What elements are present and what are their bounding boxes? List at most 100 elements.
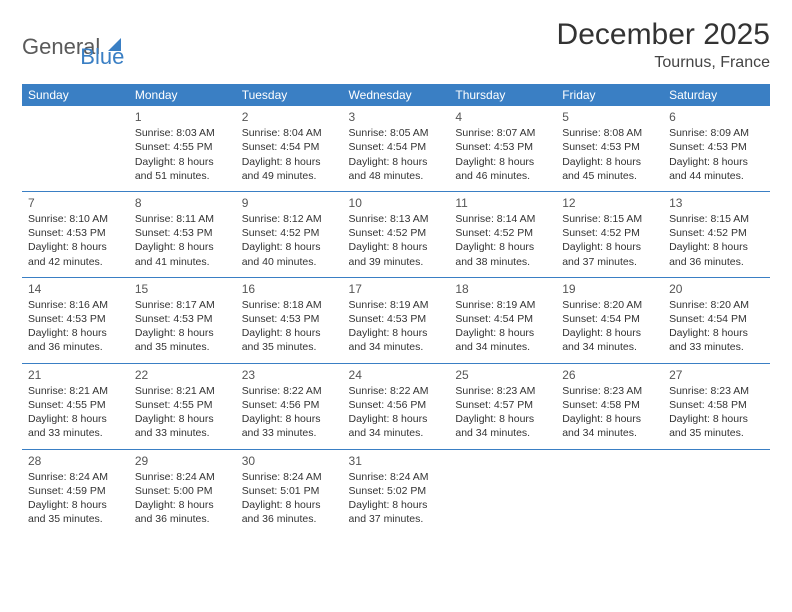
daylight-text: Daylight: 8 hours and 34 minutes. <box>455 326 550 354</box>
sunset-text: Sunset: 4:58 PM <box>669 398 764 412</box>
sunrise-text: Sunrise: 8:23 AM <box>455 384 550 398</box>
daylight-text: Daylight: 8 hours and 44 minutes. <box>669 155 764 183</box>
sunrise-text: Sunrise: 8:23 AM <box>669 384 764 398</box>
weekday-header: Friday <box>556 84 663 106</box>
day-number: 13 <box>669 195 764 211</box>
sunset-text: Sunset: 4:54 PM <box>455 312 550 326</box>
calendar-cell: 23Sunrise: 8:22 AMSunset: 4:56 PMDayligh… <box>236 363 343 449</box>
calendar-cell: 10Sunrise: 8:13 AMSunset: 4:52 PMDayligh… <box>343 191 450 277</box>
logo: General Blue <box>22 24 124 70</box>
day-number: 20 <box>669 281 764 297</box>
calendar-cell: 24Sunrise: 8:22 AMSunset: 4:56 PMDayligh… <box>343 363 450 449</box>
calendar-row: 21Sunrise: 8:21 AMSunset: 4:55 PMDayligh… <box>22 363 770 449</box>
daylight-text: Daylight: 8 hours and 41 minutes. <box>135 240 230 268</box>
sunrise-text: Sunrise: 8:14 AM <box>455 212 550 226</box>
daylight-text: Daylight: 8 hours and 46 minutes. <box>455 155 550 183</box>
daylight-text: Daylight: 8 hours and 51 minutes. <box>135 155 230 183</box>
calendar-cell: 3Sunrise: 8:05 AMSunset: 4:54 PMDaylight… <box>343 106 450 191</box>
day-number: 6 <box>669 109 764 125</box>
logo-text-blue: Blue <box>80 44 124 70</box>
day-number: 17 <box>349 281 444 297</box>
calendar-cell: 1Sunrise: 8:03 AMSunset: 4:55 PMDaylight… <box>129 106 236 191</box>
day-number: 27 <box>669 367 764 383</box>
sunset-text: Sunset: 4:53 PM <box>669 140 764 154</box>
day-number: 3 <box>349 109 444 125</box>
sunset-text: Sunset: 4:55 PM <box>135 140 230 154</box>
day-number: 14 <box>28 281 123 297</box>
sunset-text: Sunset: 4:52 PM <box>349 226 444 240</box>
calendar-cell: 7Sunrise: 8:10 AMSunset: 4:53 PMDaylight… <box>22 191 129 277</box>
sunrise-text: Sunrise: 8:20 AM <box>669 298 764 312</box>
sunset-text: Sunset: 4:55 PM <box>135 398 230 412</box>
day-number: 29 <box>135 453 230 469</box>
calendar-cell: 13Sunrise: 8:15 AMSunset: 4:52 PMDayligh… <box>663 191 770 277</box>
calendar-cell: 14Sunrise: 8:16 AMSunset: 4:53 PMDayligh… <box>22 277 129 363</box>
sunset-text: Sunset: 4:54 PM <box>562 312 657 326</box>
sunrise-text: Sunrise: 8:24 AM <box>242 470 337 484</box>
daylight-text: Daylight: 8 hours and 45 minutes. <box>562 155 657 183</box>
calendar-cell: 20Sunrise: 8:20 AMSunset: 4:54 PMDayligh… <box>663 277 770 363</box>
sunset-text: Sunset: 4:53 PM <box>455 140 550 154</box>
calendar-head: SundayMondayTuesdayWednesdayThursdayFrid… <box>22 84 770 106</box>
title-block: December 2025 Tournus, France <box>557 18 770 72</box>
sunset-text: Sunset: 4:57 PM <box>455 398 550 412</box>
sunset-text: Sunset: 4:53 PM <box>242 312 337 326</box>
location-label: Tournus, France <box>557 54 770 72</box>
weekday-header: Tuesday <box>236 84 343 106</box>
calendar-row: 7Sunrise: 8:10 AMSunset: 4:53 PMDaylight… <box>22 191 770 277</box>
daylight-text: Daylight: 8 hours and 42 minutes. <box>28 240 123 268</box>
day-number: 28 <box>28 453 123 469</box>
calendar-cell: 6Sunrise: 8:09 AMSunset: 4:53 PMDaylight… <box>663 106 770 191</box>
daylight-text: Daylight: 8 hours and 36 minutes. <box>242 498 337 526</box>
sunrise-text: Sunrise: 8:13 AM <box>349 212 444 226</box>
daylight-text: Daylight: 8 hours and 37 minutes. <box>349 498 444 526</box>
calendar-cell: 15Sunrise: 8:17 AMSunset: 4:53 PMDayligh… <box>129 277 236 363</box>
daylight-text: Daylight: 8 hours and 34 minutes. <box>349 412 444 440</box>
sunset-text: Sunset: 4:52 PM <box>455 226 550 240</box>
daylight-text: Daylight: 8 hours and 38 minutes. <box>455 240 550 268</box>
weekday-header: Saturday <box>663 84 770 106</box>
calendar-row: 1Sunrise: 8:03 AMSunset: 4:55 PMDaylight… <box>22 106 770 191</box>
sunset-text: Sunset: 4:55 PM <box>28 398 123 412</box>
sunrise-text: Sunrise: 8:23 AM <box>562 384 657 398</box>
sunset-text: Sunset: 4:54 PM <box>349 140 444 154</box>
sunset-text: Sunset: 5:00 PM <box>135 484 230 498</box>
day-number: 31 <box>349 453 444 469</box>
sunset-text: Sunset: 4:54 PM <box>242 140 337 154</box>
daylight-text: Daylight: 8 hours and 39 minutes. <box>349 240 444 268</box>
daylight-text: Daylight: 8 hours and 34 minutes. <box>349 326 444 354</box>
weekday-header: Wednesday <box>343 84 450 106</box>
sunrise-text: Sunrise: 8:22 AM <box>242 384 337 398</box>
daylight-text: Daylight: 8 hours and 34 minutes. <box>562 326 657 354</box>
daylight-text: Daylight: 8 hours and 40 minutes. <box>242 240 337 268</box>
day-number: 12 <box>562 195 657 211</box>
day-number: 16 <box>242 281 337 297</box>
calendar-cell-empty <box>22 106 129 191</box>
daylight-text: Daylight: 8 hours and 34 minutes. <box>455 412 550 440</box>
calendar-cell: 25Sunrise: 8:23 AMSunset: 4:57 PMDayligh… <box>449 363 556 449</box>
daylight-text: Daylight: 8 hours and 33 minutes. <box>28 412 123 440</box>
day-number: 30 <box>242 453 337 469</box>
sunrise-text: Sunrise: 8:17 AM <box>135 298 230 312</box>
sunrise-text: Sunrise: 8:05 AM <box>349 126 444 140</box>
sunrise-text: Sunrise: 8:21 AM <box>135 384 230 398</box>
daylight-text: Daylight: 8 hours and 35 minutes. <box>135 326 230 354</box>
weekday-header: Sunday <box>22 84 129 106</box>
daylight-text: Daylight: 8 hours and 36 minutes. <box>135 498 230 526</box>
sunrise-text: Sunrise: 8:16 AM <box>28 298 123 312</box>
sunset-text: Sunset: 4:53 PM <box>28 312 123 326</box>
calendar-cell-empty <box>556 449 663 534</box>
calendar-cell: 5Sunrise: 8:08 AMSunset: 4:53 PMDaylight… <box>556 106 663 191</box>
daylight-text: Daylight: 8 hours and 35 minutes. <box>242 326 337 354</box>
calendar-cell: 27Sunrise: 8:23 AMSunset: 4:58 PMDayligh… <box>663 363 770 449</box>
sunrise-text: Sunrise: 8:15 AM <box>669 212 764 226</box>
weekday-header: Thursday <box>449 84 556 106</box>
day-number: 21 <box>28 367 123 383</box>
sunset-text: Sunset: 5:01 PM <box>242 484 337 498</box>
day-number: 2 <box>242 109 337 125</box>
calendar-cell: 9Sunrise: 8:12 AMSunset: 4:52 PMDaylight… <box>236 191 343 277</box>
sunrise-text: Sunrise: 8:08 AM <box>562 126 657 140</box>
sunrise-text: Sunrise: 8:12 AM <box>242 212 337 226</box>
daylight-text: Daylight: 8 hours and 33 minutes. <box>135 412 230 440</box>
calendar-body: 1Sunrise: 8:03 AMSunset: 4:55 PMDaylight… <box>22 106 770 534</box>
